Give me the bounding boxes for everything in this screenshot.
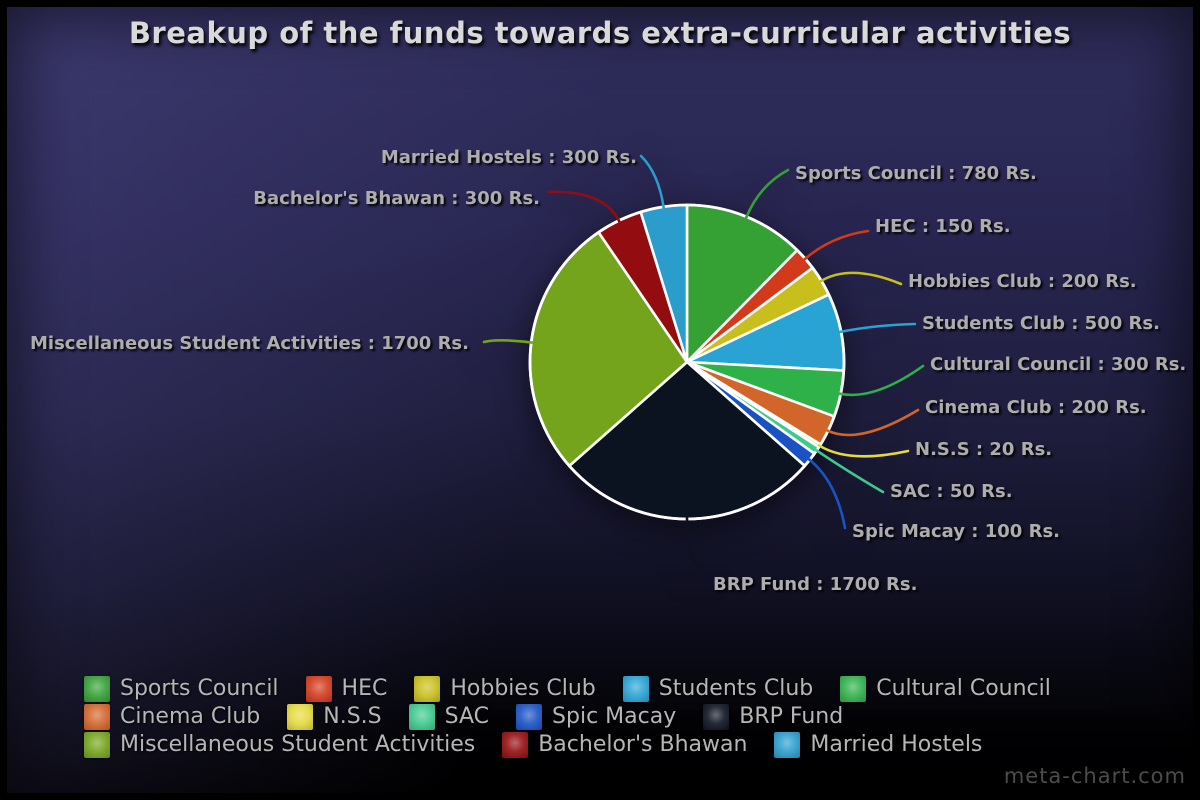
leader-line-miscellaneous-student-activities <box>482 339 534 344</box>
leader-line-brp-fund <box>685 516 702 572</box>
legend-label: Sports Council <box>120 676 279 701</box>
legend-item-cinema-club: Cinema Club <box>84 703 260 731</box>
legend-label: Married Hostels <box>810 732 983 757</box>
legend-swatch-hobbies-club <box>414 676 441 702</box>
legend-item-brp-fund: BRP Fund <box>703 703 843 731</box>
legend-label: Cinema Club <box>120 704 261 729</box>
legend-swatch-miscellaneous-student-activities <box>84 732 110 758</box>
legend-label: BRP Fund <box>739 704 844 729</box>
legend-label: SAC <box>444 704 490 729</box>
legend-item-miscellaneous-student-activities: Miscellaneous Student Activities <box>84 731 475 759</box>
legend-label: N.S.S <box>323 704 382 729</box>
leader-line-sports-council <box>744 168 790 219</box>
leader-line-hobbies-club <box>819 271 903 286</box>
legend-swatch-cultural-council <box>840 676 867 702</box>
callout-cultural-council: Cultural Council : 300 Rs. <box>930 354 1187 375</box>
legend-item-bachelor-s-bhawan: Bachelor's Bhawan <box>502 731 747 759</box>
callout-students-club: Students Club : 500 Rs. <box>922 313 1160 334</box>
legend-item-hec: HEC <box>305 675 388 703</box>
callout-nss: N.S.S : 20 Rs. <box>915 439 1053 460</box>
callout-married-hostels: Married Hostels : 300 Rs. <box>380 147 637 168</box>
legend-item-married-hostels: Married Hostels <box>774 731 982 759</box>
legend-label: Spic Macay <box>552 704 677 729</box>
legend-label: HEC <box>341 676 388 701</box>
callout-cinema-club: Cinema Club : 200 Rs. <box>925 397 1147 418</box>
callout-hobbies-club: Hobbies Club : 200 Rs. <box>908 271 1137 292</box>
legend-row: Sports Council HEC Hobbies Club Students Cl… <box>84 675 1051 703</box>
legend-item-sac: SAC <box>408 703 490 731</box>
legend-swatch-hec <box>305 676 332 702</box>
chart-title: Breakup of the funds towards extra-curri… <box>128 16 1072 50</box>
legend-swatch-spic-macay <box>516 704 543 730</box>
legend-label: Hobbies Club <box>450 676 596 701</box>
legend-swatch-brp-fund <box>703 704 730 730</box>
leader-line-cultural-council <box>838 364 925 397</box>
leader-line-n-s-s <box>817 444 910 458</box>
legend-swatch-married-hostels <box>774 732 801 758</box>
leader-line-hec <box>803 229 870 261</box>
callout-hec: HEC : 150 Rs. <box>875 216 1011 237</box>
legend-label: Miscellaneous Student Activities <box>120 732 476 757</box>
legend-row: Cinema Club N.S.S SAC Spic Macay BRP Fund <box>84 703 1051 731</box>
legend-swatch-students-club <box>622 676 649 702</box>
leader-line-cinema-club <box>825 408 920 437</box>
legend-label: Bachelor's Bhawan <box>538 732 748 757</box>
leader-line-spic-macay <box>807 458 847 530</box>
legend-swatch-n-s-s <box>287 704 314 730</box>
legend-item-hobbies-club: Hobbies Club <box>414 675 596 703</box>
legend-item-sports-council: Sports Council <box>84 675 279 703</box>
legend-swatch-bachelor-s-bhawan <box>502 732 529 758</box>
legend: Sports Council HEC Hobbies Club Students Cl… <box>84 675 1051 759</box>
watermark: meta-chart.com <box>1003 764 1186 788</box>
legend-item-spic-macay: Spic Macay <box>516 703 676 731</box>
legend-swatch-sports-council <box>84 676 110 702</box>
leader-line-students-club <box>838 322 917 334</box>
legend-swatch-cinema-club <box>84 704 110 730</box>
legend-item-students-club: Students Club <box>622 675 814 703</box>
callout-brp-fund: BRP Fund : 1700 Rs. <box>713 574 918 595</box>
callout-bachelors-bhawan: Bachelor's Bhawan : 300 Rs. <box>253 188 540 209</box>
callout-sports-council: Sports Council : 780 Rs. <box>795 163 1037 184</box>
legend-swatch-sac <box>408 704 435 730</box>
legend-row: Miscellaneous Student Activities Bachelor… <box>84 731 1051 759</box>
leader-line-bachelor-s-bhawan <box>546 190 621 223</box>
legend-item-n-s-s: N.S.S <box>287 703 382 731</box>
leader-line-sac <box>814 448 885 494</box>
leader-line-married-hostels <box>639 154 665 209</box>
legend-label: Cultural Council <box>876 676 1051 701</box>
callout-spic-macay: Spic Macay : 100 Rs. <box>852 521 1060 542</box>
legend-label: Students Club <box>658 676 814 701</box>
legend-item-cultural-council: Cultural Council <box>840 675 1051 703</box>
callout-miscellaneous: Miscellaneous Student Activities : 1700 … <box>30 333 469 354</box>
callout-sac: SAC : 50 Rs. <box>890 481 1013 502</box>
